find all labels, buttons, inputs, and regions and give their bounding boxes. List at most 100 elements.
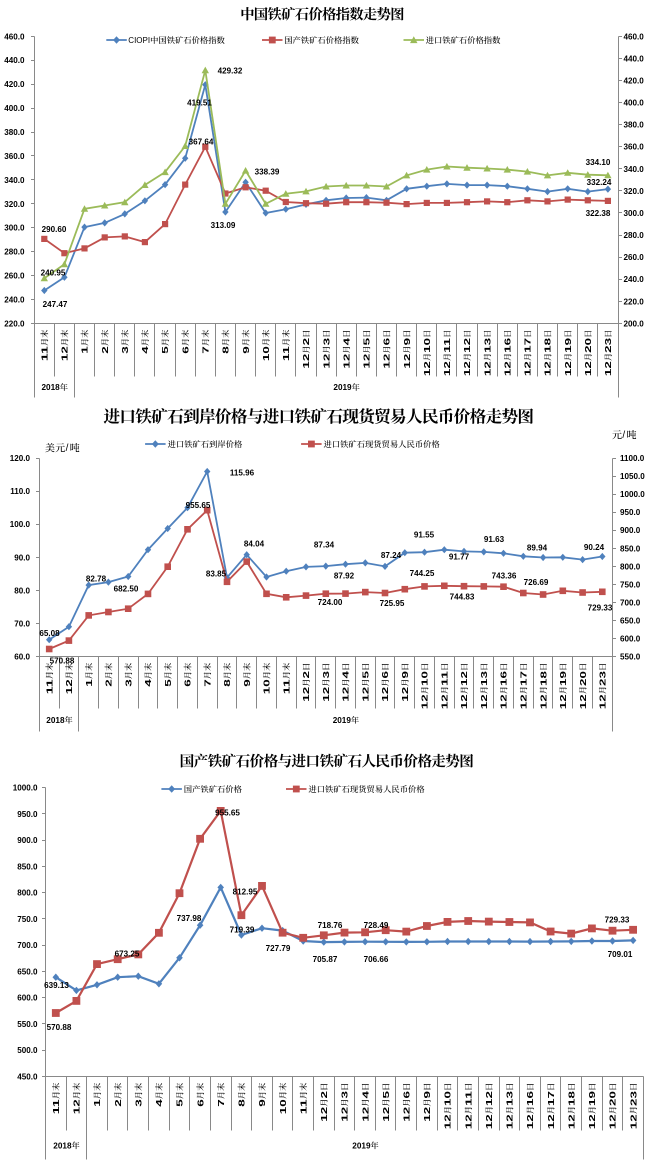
svg-text:3: 3 — [123, 679, 133, 687]
svg-text:4: 4 — [154, 1099, 164, 1107]
svg-text:290.60: 290.60 — [42, 225, 67, 234]
svg-text:12: 12 — [484, 1114, 494, 1130]
svg-text:5: 5 — [163, 679, 173, 687]
svg-text:280.0: 280.0 — [4, 248, 25, 257]
svg-text:9: 9 — [242, 679, 252, 687]
svg-text:460.0: 460.0 — [4, 32, 25, 41]
svg-text:600.0: 600.0 — [17, 994, 38, 1003]
svg-text:440.0: 440.0 — [4, 56, 25, 65]
svg-text:12: 12 — [543, 361, 553, 377]
svg-text:3: 3 — [321, 337, 331, 345]
svg-text:800.0: 800.0 — [17, 889, 38, 898]
svg-text:2: 2 — [301, 670, 311, 678]
svg-text:12: 12 — [319, 1106, 329, 1122]
svg-text:12: 12 — [72, 1099, 82, 1115]
svg-text:322.38: 322.38 — [586, 209, 611, 218]
svg-text:12: 12 — [462, 361, 472, 377]
svg-text:419.51: 419.51 — [187, 99, 212, 108]
svg-text:16: 16 — [525, 1090, 535, 1106]
svg-text:10: 10 — [420, 670, 430, 686]
svg-text:300.0: 300.0 — [624, 209, 645, 218]
svg-text:12: 12 — [321, 353, 331, 369]
svg-text:900.0: 900.0 — [17, 836, 38, 845]
svg-text:6: 6 — [380, 670, 390, 678]
svg-text:16: 16 — [503, 337, 513, 353]
svg-text:500.0: 500.0 — [17, 1046, 38, 1055]
svg-text:12: 12 — [482, 361, 492, 377]
svg-text:19: 19 — [587, 1090, 597, 1106]
svg-text:1: 1 — [84, 679, 94, 687]
svg-text:12: 12 — [519, 694, 529, 710]
svg-text:87.24: 87.24 — [381, 551, 402, 560]
svg-text:17: 17 — [519, 670, 529, 686]
svg-text:13: 13 — [505, 1090, 515, 1106]
svg-text:320.0: 320.0 — [624, 187, 645, 196]
svg-text:744.83: 744.83 — [450, 593, 475, 602]
svg-text:3: 3 — [134, 1099, 144, 1107]
svg-text:12: 12 — [523, 361, 533, 377]
svg-text:12: 12 — [382, 353, 392, 369]
svg-text:6: 6 — [180, 346, 190, 354]
svg-text:23: 23 — [603, 337, 613, 353]
svg-text:729.33: 729.33 — [605, 916, 630, 925]
svg-text:673.25: 673.25 — [115, 950, 140, 959]
svg-text:682.50: 682.50 — [114, 584, 139, 593]
svg-text:2018: 2018 — [46, 716, 65, 725]
svg-text:12: 12 — [362, 353, 372, 369]
svg-text:12: 12 — [360, 1106, 370, 1122]
svg-text:705.87: 705.87 — [313, 955, 338, 964]
svg-text:12: 12 — [598, 694, 608, 710]
svg-text:1000.0: 1000.0 — [620, 490, 645, 499]
svg-text:110.0: 110.0 — [10, 487, 30, 496]
svg-text:12: 12 — [566, 1114, 576, 1130]
svg-text:12: 12 — [578, 694, 588, 710]
svg-text:260.0: 260.0 — [624, 253, 645, 262]
svg-text:955.65: 955.65 — [186, 501, 211, 510]
svg-text:2: 2 — [301, 337, 311, 345]
svg-text:4: 4 — [360, 1090, 370, 1098]
svg-text:744.25: 744.25 — [410, 569, 435, 578]
svg-text:429.32: 429.32 — [218, 67, 243, 76]
svg-text:12: 12 — [301, 686, 311, 702]
svg-text:7: 7 — [216, 1099, 226, 1107]
svg-text:700.0: 700.0 — [620, 598, 641, 607]
svg-text:9: 9 — [241, 346, 251, 354]
svg-text:12: 12 — [484, 1090, 494, 1106]
svg-text:91.63: 91.63 — [484, 535, 505, 544]
svg-text:65.08: 65.08 — [39, 629, 60, 638]
svg-text:4: 4 — [341, 337, 351, 345]
svg-text:332.24: 332.24 — [587, 178, 612, 187]
svg-text:19: 19 — [558, 670, 568, 686]
svg-text:12: 12 — [608, 1114, 618, 1130]
svg-text:20: 20 — [608, 1090, 618, 1106]
svg-text:16: 16 — [499, 670, 509, 686]
svg-text:334.10: 334.10 — [586, 158, 611, 167]
svg-text:5: 5 — [361, 670, 371, 678]
svg-text:2018: 2018 — [42, 383, 61, 392]
svg-text:9: 9 — [257, 1099, 267, 1107]
svg-text:18: 18 — [566, 1090, 576, 1106]
svg-text:10: 10 — [262, 679, 272, 695]
svg-text:750.0: 750.0 — [17, 915, 38, 924]
svg-text:11: 11 — [44, 679, 54, 695]
svg-text:10: 10 — [422, 337, 432, 353]
svg-text:12: 12 — [538, 694, 548, 710]
svg-text:12: 12 — [628, 1114, 638, 1130]
svg-text:6: 6 — [195, 1099, 205, 1107]
svg-text:5: 5 — [381, 1090, 391, 1098]
svg-text:6: 6 — [402, 1090, 412, 1098]
svg-text:/: / — [622, 430, 625, 441]
svg-text:728.49: 728.49 — [364, 921, 389, 930]
svg-text:1000.0: 1000.0 — [13, 784, 38, 793]
svg-text:19: 19 — [563, 337, 573, 353]
svg-text:800.0: 800.0 — [620, 562, 641, 571]
svg-text:12: 12 — [341, 353, 351, 369]
svg-text:23: 23 — [628, 1090, 638, 1106]
svg-text:18: 18 — [543, 337, 553, 353]
svg-text:83.85: 83.85 — [206, 569, 227, 578]
svg-text:11: 11 — [442, 337, 452, 353]
svg-text:2019: 2019 — [352, 1142, 371, 1151]
svg-text:950.0: 950.0 — [620, 508, 641, 517]
svg-text:12: 12 — [361, 686, 371, 702]
svg-text:20: 20 — [578, 670, 588, 686]
